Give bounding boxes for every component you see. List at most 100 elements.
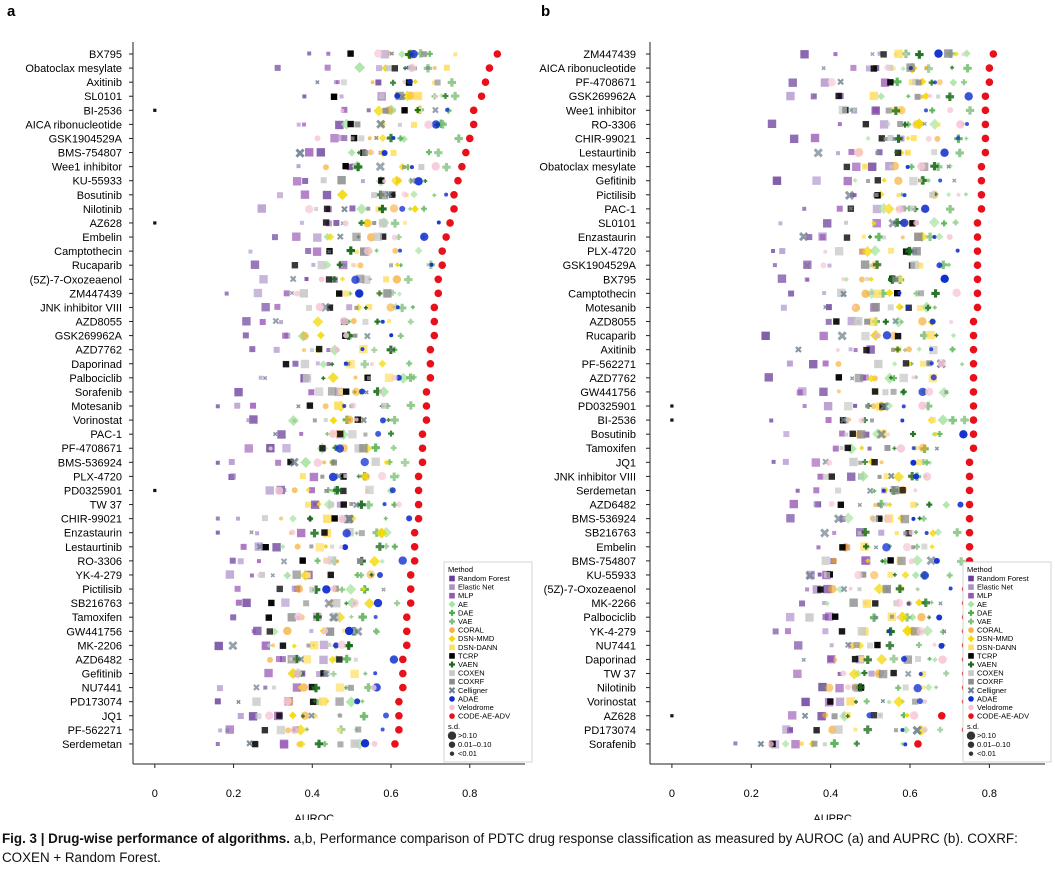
marker-celligner [375,162,385,172]
marker-tcrp [871,458,878,466]
marker-dsn-mmd [865,558,871,564]
marker-code-ae-adv [414,472,423,481]
marker-code-ae-adv [422,388,431,396]
drug-label: AZD7762 [76,345,122,357]
marker-dsn-dann [917,304,924,311]
marker-coxrf [860,571,867,578]
drug-label: SB216763 [71,598,122,610]
marker-celligner [876,429,887,439]
marker-dsn-mmd [887,502,893,508]
legend-title: Method [967,565,992,574]
marker-adae [900,418,905,423]
marker-tcrp [326,304,334,311]
marker-celligner [328,612,339,622]
marker-adae [343,361,348,366]
marker-tcrp [340,501,347,508]
marker-velodrome [947,107,954,114]
marker-coxrf [912,698,919,705]
marker-velodrome [913,219,920,226]
marker-celligner [236,699,241,705]
marker-ae [911,554,923,566]
marker-coral [322,460,327,465]
marker-coral [873,502,878,507]
marker-code-ae-adv [426,345,435,354]
marker-random-forest [224,291,229,296]
marker-random-forest [214,698,221,705]
marker-random-forest [333,219,340,226]
marker-velodrome [826,459,833,466]
marker-dae [963,64,972,73]
marker-coxen [867,642,874,649]
marker-ae [900,65,906,72]
drug-label: NU7441 [596,640,636,652]
marker-celligner [389,51,395,56]
marker-vaen [930,161,939,171]
marker-dsn-mmd [288,711,297,720]
drug-label: BMS-754807 [58,148,122,160]
marker-adae [389,655,399,664]
marker-coral [299,683,309,692]
marker-elastic-net [234,402,241,409]
marker-dsn-mmd [871,220,877,227]
marker-coxen [314,387,324,396]
marker-velodrome [407,63,417,73]
marker-elastic-net [780,304,787,311]
marker-coxen [378,218,388,228]
marker-celligner [228,641,238,651]
marker-velodrome [370,150,375,155]
marker-dsn-mmd [363,598,376,610]
marker-coral [879,460,884,465]
marker-coxrf [366,376,371,381]
marker-dsn-dann [868,317,878,327]
drug-label: PLX-4720 [587,246,636,258]
marker-random-forest [263,685,268,690]
legend-swatch [448,687,456,694]
marker-elastic-net [315,361,320,366]
marker-dsn-mmd [316,331,325,340]
marker-velodrome [952,288,961,297]
marker-ae [866,287,878,299]
marker-coxen [887,304,894,311]
marker-celligner [315,80,320,85]
marker-vaen [358,219,365,226]
marker-random-forest [249,415,258,424]
marker-celligner [432,106,439,114]
marker-dsn-dann [346,360,355,369]
marker-random-forest [863,431,870,438]
marker-ae [942,500,951,509]
marker-vaen [927,615,932,620]
drug-label: BMS-536924 [58,457,122,469]
marker-ae [877,92,886,101]
marker-tcrp [880,51,887,58]
marker-elastic-net [259,275,268,284]
marker-ae [891,361,898,367]
marker-velodrome [424,120,433,129]
marker-coxrf [363,432,368,437]
marker-vae [442,163,451,172]
marker-coxrf [383,289,392,298]
marker-celligner [873,615,878,620]
marker-code-ae-adv [395,697,403,706]
marker-velodrome [921,726,928,733]
marker-velodrome [395,501,402,508]
marker-vae [454,134,463,143]
marker-celligner [364,332,371,340]
marker-elastic-net [827,263,832,268]
marker-mlp [822,360,829,367]
marker-random-forest [375,79,382,86]
marker-coxen [271,685,276,690]
marker-coxrf [857,430,866,439]
marker-random-forest [277,430,286,439]
marker-velodrome [922,699,927,704]
marker-dsn-dann [305,501,312,508]
marker-coxen [872,516,879,523]
marker-dsn-dann [894,531,899,536]
marker-celligner [837,78,844,86]
marker-dsn-dann [443,64,450,71]
legend-swatch [968,670,974,676]
marker-celligner [911,248,918,255]
marker-ae [345,583,357,595]
marker-velodrome [884,64,891,71]
marker-mlp [292,177,302,186]
marker-tcrp [851,655,859,663]
